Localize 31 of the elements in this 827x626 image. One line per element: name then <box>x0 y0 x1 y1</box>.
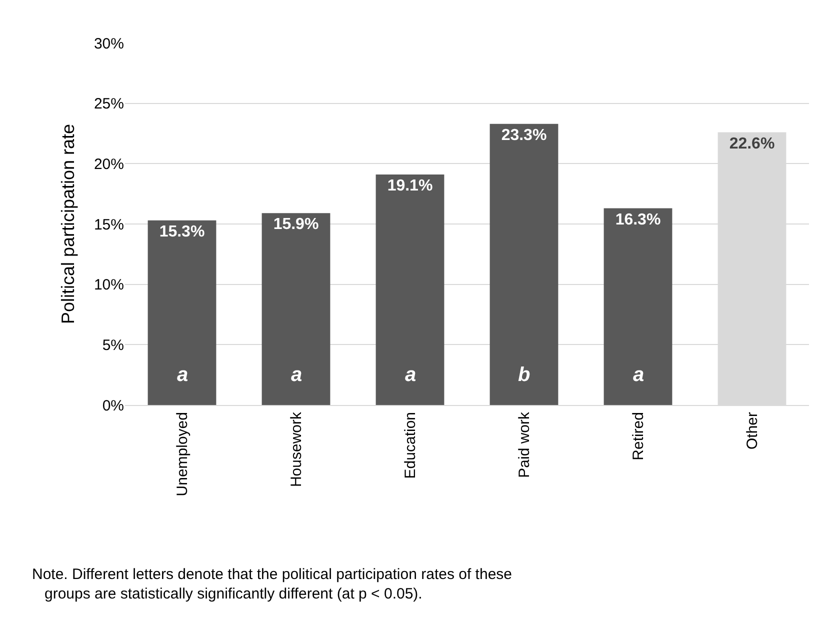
x-tick-label: Paid work <box>516 412 533 478</box>
x-tick-label: Education <box>402 412 419 479</box>
text: Note. Different letters denote that the political participation rates of these groups are statistically significantly different (at p < 0.05). <box>32 566 512 602</box>
x-tick-label: Housework <box>288 412 305 488</box>
data-label: 23.3% <box>501 126 547 144</box>
bar <box>604 208 672 405</box>
annotation: a <box>291 364 302 386</box>
x-tick-label: Unemployed <box>174 412 191 496</box>
x-tick-label: Other <box>744 412 761 450</box>
y-tick-label: 25% <box>94 96 124 113</box>
data-label: 16.3% <box>615 211 661 228</box>
annotation: b <box>518 364 530 386</box>
annotation: a <box>177 364 188 386</box>
y-tick-label: 30% <box>94 35 124 52</box>
data-label: 15.3% <box>159 223 205 240</box>
y-tick-label: 15% <box>94 216 124 234</box>
y-tick-label: 20% <box>94 156 124 173</box>
y-tick-label: 0% <box>102 397 124 414</box>
x-tick-label: Retired <box>630 412 647 460</box>
bar <box>490 124 558 405</box>
data-label: 15.9% <box>273 216 319 234</box>
bar <box>262 213 330 405</box>
y-tick-label: 10% <box>94 276 124 294</box>
data-label: 19.1% <box>387 178 433 195</box>
annotation: a <box>633 364 644 386</box>
data-label: 22.6% <box>729 135 775 152</box>
y-axis-title: Political participation rate <box>58 124 78 324</box>
bar <box>148 220 216 405</box>
annotation: a <box>405 364 416 386</box>
bar <box>376 174 444 405</box>
y-tick-label: 5% <box>102 336 124 354</box>
